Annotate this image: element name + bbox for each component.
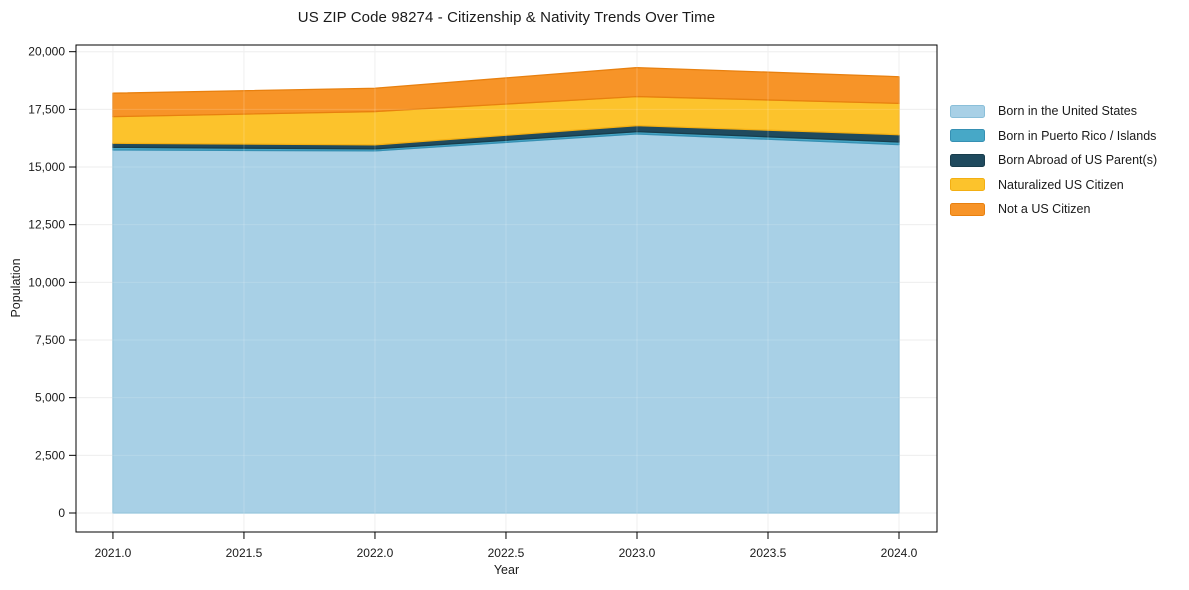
- y-tick-label: 7,500: [35, 333, 65, 347]
- x-axis-label: Year: [494, 563, 519, 577]
- area-not-a-us-citizen: [112, 66, 900, 118]
- x-tick-label: 2023.5: [750, 546, 787, 560]
- y-tick-label: 12,500: [28, 218, 65, 232]
- y-tick-label: 10,000: [28, 275, 65, 289]
- x-tick-label: 2021.0: [95, 546, 132, 560]
- x-tick-label: 2023.0: [619, 546, 656, 560]
- x-tick-label: 2021.5: [226, 546, 263, 560]
- y-tick-label: 20,000: [28, 45, 65, 59]
- legend-label-born-abroad: Born Abroad of US Parent(s): [998, 153, 1158, 168]
- legend-item: Born Abroad of US Parent(s): [950, 148, 1157, 173]
- x-tick-label: 2024.0: [881, 546, 918, 560]
- legend-item: Born in the United States: [950, 99, 1157, 124]
- x-tick-label: 2022.0: [357, 546, 394, 560]
- y-tick-label: 5,000: [35, 391, 65, 405]
- legend-label-born-in-us: Born in the United States: [998, 104, 1137, 119]
- legend-swatch-born-abroad: [950, 153, 985, 167]
- legend-swatch-not-citizen: [950, 202, 985, 216]
- legend-label-born-in-puerto-rico: Born in Puerto Rico / Islands: [998, 128, 1157, 143]
- legend-label-naturalized: Naturalized US Citizen: [998, 177, 1124, 192]
- legend-item: Born in Puerto Rico / Islands: [950, 124, 1157, 149]
- y-tick-label: 2,500: [35, 448, 65, 462]
- y-axis-label: Population: [9, 258, 23, 317]
- legend-label-not-citizen: Not a US Citizen: [998, 202, 1091, 217]
- legend-item: Not a US Citizen: [950, 197, 1157, 222]
- y-tick-label: 17,500: [28, 102, 65, 116]
- x-tick-label: 2022.5: [488, 546, 525, 560]
- chart-title: US ZIP Code 98274 - Citizenship & Nativi…: [297, 9, 716, 26]
- legend-swatch-born-in-us: [950, 104, 985, 118]
- legend-swatch-naturalized: [950, 178, 985, 192]
- y-tick-label: 0: [58, 506, 65, 520]
- y-tick-label: 15,000: [28, 160, 65, 174]
- legend-item: Naturalized US Citizen: [950, 173, 1157, 198]
- plot-border: [75, 44, 938, 533]
- legend-swatch-born-in-puerto-rico: [950, 129, 985, 143]
- legend: Born in the United States Born in Puerto…: [950, 99, 1157, 222]
